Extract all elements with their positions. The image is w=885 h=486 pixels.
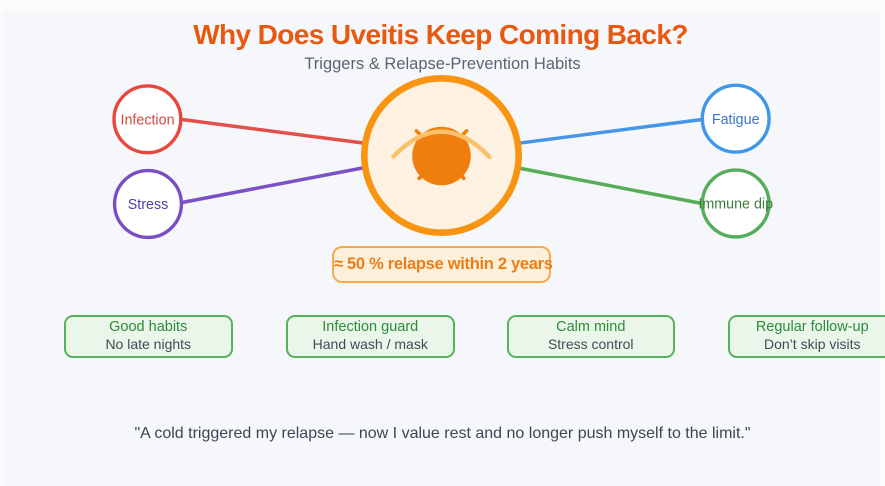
svg-text:Fatigue: Fatigue (712, 112, 760, 128)
svg-text:Immune dip: Immune dip (698, 197, 773, 213)
svg-text:Infection: Infection (120, 113, 174, 129)
svg-text:Stress: Stress (128, 197, 169, 213)
